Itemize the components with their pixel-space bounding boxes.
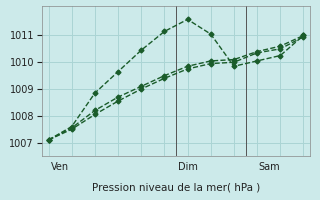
Text: Sam: Sam: [258, 162, 279, 172]
Text: Ven: Ven: [51, 162, 69, 172]
Text: Dim: Dim: [178, 162, 197, 172]
X-axis label: Pression niveau de la mer( hPa ): Pression niveau de la mer( hPa ): [92, 182, 260, 192]
